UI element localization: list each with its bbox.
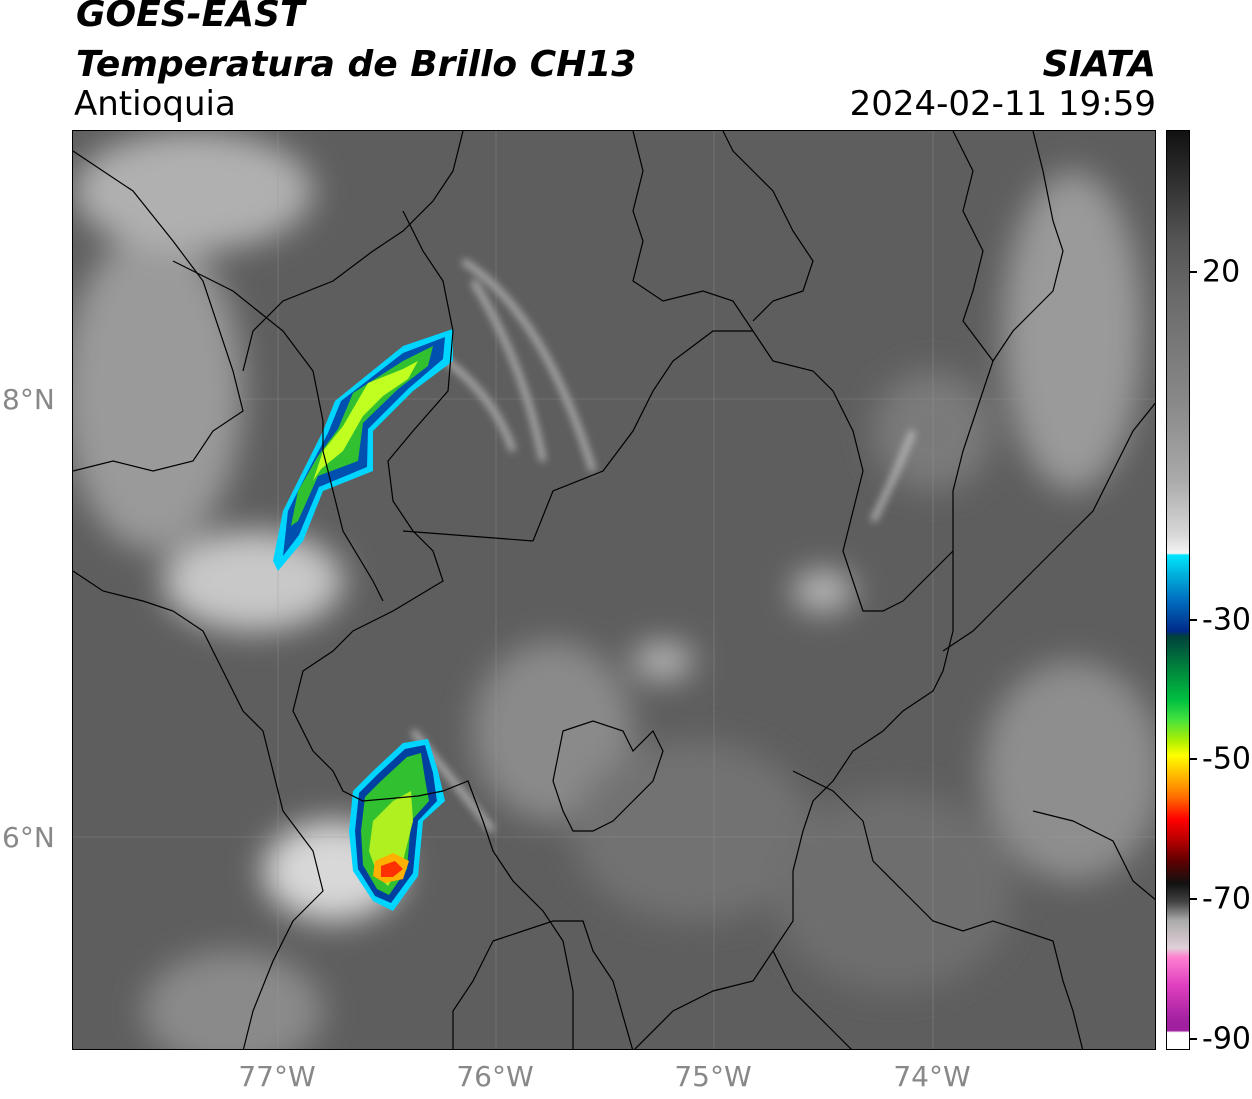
colorbar-label-minus70: -70 [1202, 881, 1251, 917]
title: GOES-EAST [76, 0, 305, 35]
graticule [73, 131, 1155, 1049]
agency-label: SIATA [1042, 44, 1156, 85]
map-canvas [73, 131, 1155, 1049]
colorbar-tick-minus90 [1189, 1038, 1197, 1040]
lon-label-77w: 77°W [238, 1060, 316, 1093]
subtitle: Temperatura de Brillo CH13 [76, 44, 637, 85]
lat-label-8n: 8°N [2, 383, 55, 416]
satellite-map[interactable] [72, 130, 1156, 1050]
colorbar-label-minus50: -50 [1202, 741, 1251, 777]
colorbar-label-minus90: -90 [1202, 1021, 1251, 1057]
colorbar-tick-minus70 [1189, 898, 1197, 900]
colorbar-tick-minus50 [1189, 758, 1197, 760]
lat-label-6n: 6°N [2, 821, 55, 854]
colorbar-label-20: 20 [1202, 254, 1241, 290]
lon-label-76w: 76°W [456, 1060, 534, 1093]
region-label: Antioquia [74, 84, 236, 124]
lon-label-74w: 74°W [893, 1060, 971, 1093]
colorbar-tick-20 [1189, 271, 1197, 273]
colorbar-label-minus30: -30 [1202, 602, 1251, 638]
colorbar [1166, 130, 1190, 1050]
colorbar-tick-minus30 [1189, 619, 1197, 621]
storm-cell-south [349, 739, 445, 911]
borders [73, 131, 1155, 1049]
lon-label-75w: 75°W [674, 1060, 752, 1093]
datetime-label: 2024-02-11 19:59 [849, 84, 1156, 124]
storm-cell-north [273, 329, 453, 571]
